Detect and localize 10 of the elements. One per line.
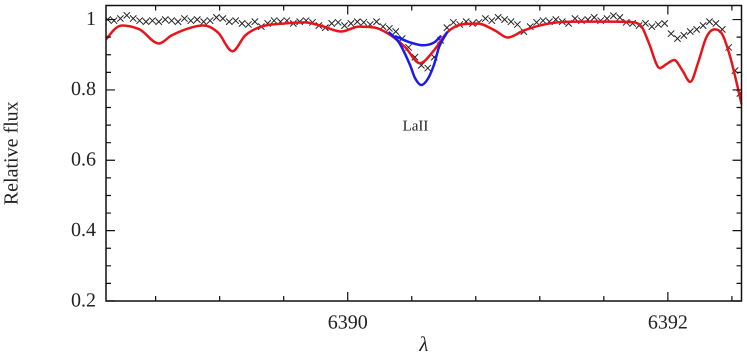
- x-axis-title: λ: [418, 332, 428, 356]
- y-tick-label: 0.2: [71, 289, 96, 312]
- y-axis-title: Relative flux: [0, 101, 22, 206]
- x-tick-label: 6390: [328, 311, 368, 334]
- y-tick-label: 0.4: [71, 218, 96, 241]
- annotation: LaII: [402, 118, 428, 135]
- y-tick-label: 1: [86, 8, 96, 30]
- y-tick-label: 0.8: [71, 78, 96, 100]
- y-tick-label: 0.6: [71, 148, 96, 171]
- x-tick-label: 6392: [648, 311, 688, 334]
